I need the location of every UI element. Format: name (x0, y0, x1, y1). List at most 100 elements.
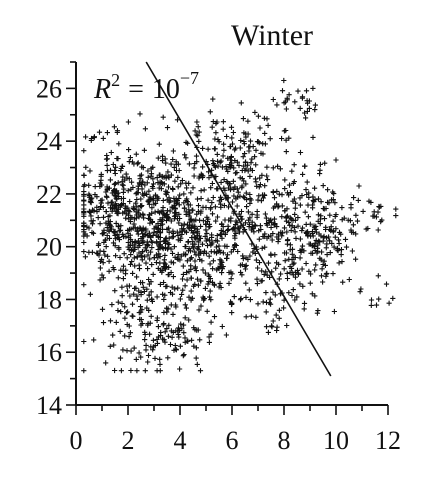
data-point (331, 244, 337, 250)
data-point (97, 265, 103, 271)
data-point (270, 96, 276, 103)
data-point (192, 258, 198, 264)
data-point (206, 175, 212, 181)
data-point (353, 256, 359, 262)
data-point (162, 292, 168, 298)
data-point (292, 274, 299, 280)
data-point (304, 108, 310, 115)
data-point (255, 265, 261, 271)
data-point (208, 331, 214, 337)
data-point (281, 225, 288, 231)
data-point (311, 225, 318, 231)
data-point (270, 231, 276, 237)
data-point (111, 342, 117, 348)
data-point (213, 130, 219, 136)
data-point (272, 252, 278, 258)
data-point (265, 329, 271, 335)
data-point (302, 110, 308, 116)
data-point (86, 208, 93, 214)
data-point (141, 215, 147, 221)
data-point (312, 293, 318, 299)
data-point (111, 230, 117, 236)
data-point (106, 268, 112, 274)
data-point (141, 192, 147, 199)
data-point (81, 224, 87, 230)
data-point (83, 134, 89, 140)
data-point (112, 288, 118, 294)
data-point (146, 201, 152, 207)
data-point (219, 196, 225, 203)
data-point (210, 96, 216, 102)
data-point (207, 261, 213, 267)
data-point (268, 301, 274, 307)
data-point (165, 184, 172, 190)
data-point (204, 214, 210, 220)
data-point (300, 283, 306, 289)
data-point (81, 172, 87, 179)
data-point (114, 128, 121, 134)
data-point (297, 236, 303, 242)
data-point (133, 200, 139, 206)
data-point (100, 135, 106, 141)
data-point (150, 271, 156, 277)
data-point (294, 294, 300, 300)
data-point (112, 181, 118, 187)
data-point (191, 283, 197, 289)
data-point (142, 232, 148, 238)
data-point (118, 368, 124, 374)
data-point (81, 197, 87, 203)
data-point (178, 181, 184, 187)
data-point (104, 194, 110, 200)
data-point (163, 245, 169, 251)
data-point (163, 284, 169, 290)
data-point (320, 183, 326, 189)
data-point (214, 233, 220, 239)
data-point (209, 211, 216, 217)
data-point (233, 196, 239, 202)
data-point (148, 344, 154, 350)
data-point (170, 148, 176, 154)
data-point (148, 313, 154, 319)
data-point (227, 165, 233, 171)
data-point (117, 204, 123, 210)
data-point (346, 276, 352, 283)
data-point (178, 253, 184, 259)
data-point (234, 186, 240, 192)
data-point (193, 153, 200, 159)
x-tick-label: 12 (375, 426, 401, 455)
data-point (119, 163, 125, 169)
data-point (274, 324, 280, 330)
data-point (283, 127, 289, 134)
data-point (182, 315, 188, 321)
data-point (142, 190, 148, 196)
data-point (331, 308, 337, 315)
data-point (283, 137, 289, 143)
data-point (87, 291, 93, 297)
data-point (161, 296, 167, 302)
data-point (299, 266, 305, 272)
data-point (200, 267, 206, 273)
data-point (140, 284, 146, 290)
data-point (224, 133, 230, 140)
data-point (115, 307, 121, 314)
data-point (132, 225, 138, 231)
data-point (114, 190, 120, 196)
data-point (189, 222, 195, 228)
data-point (184, 338, 190, 344)
data-point (145, 352, 152, 359)
data-point (355, 197, 361, 203)
data-point (236, 229, 242, 235)
data-point (335, 248, 341, 254)
data-point (318, 213, 324, 219)
data-point (157, 229, 164, 235)
data-point (190, 244, 196, 250)
data-point (323, 245, 329, 251)
data-point (107, 343, 113, 349)
data-point (144, 305, 150, 311)
data-point (137, 225, 143, 231)
data-point (134, 296, 140, 302)
data-point (146, 212, 152, 218)
value-exponent: −7 (180, 68, 199, 88)
data-point (279, 135, 285, 142)
data-point (232, 170, 239, 176)
